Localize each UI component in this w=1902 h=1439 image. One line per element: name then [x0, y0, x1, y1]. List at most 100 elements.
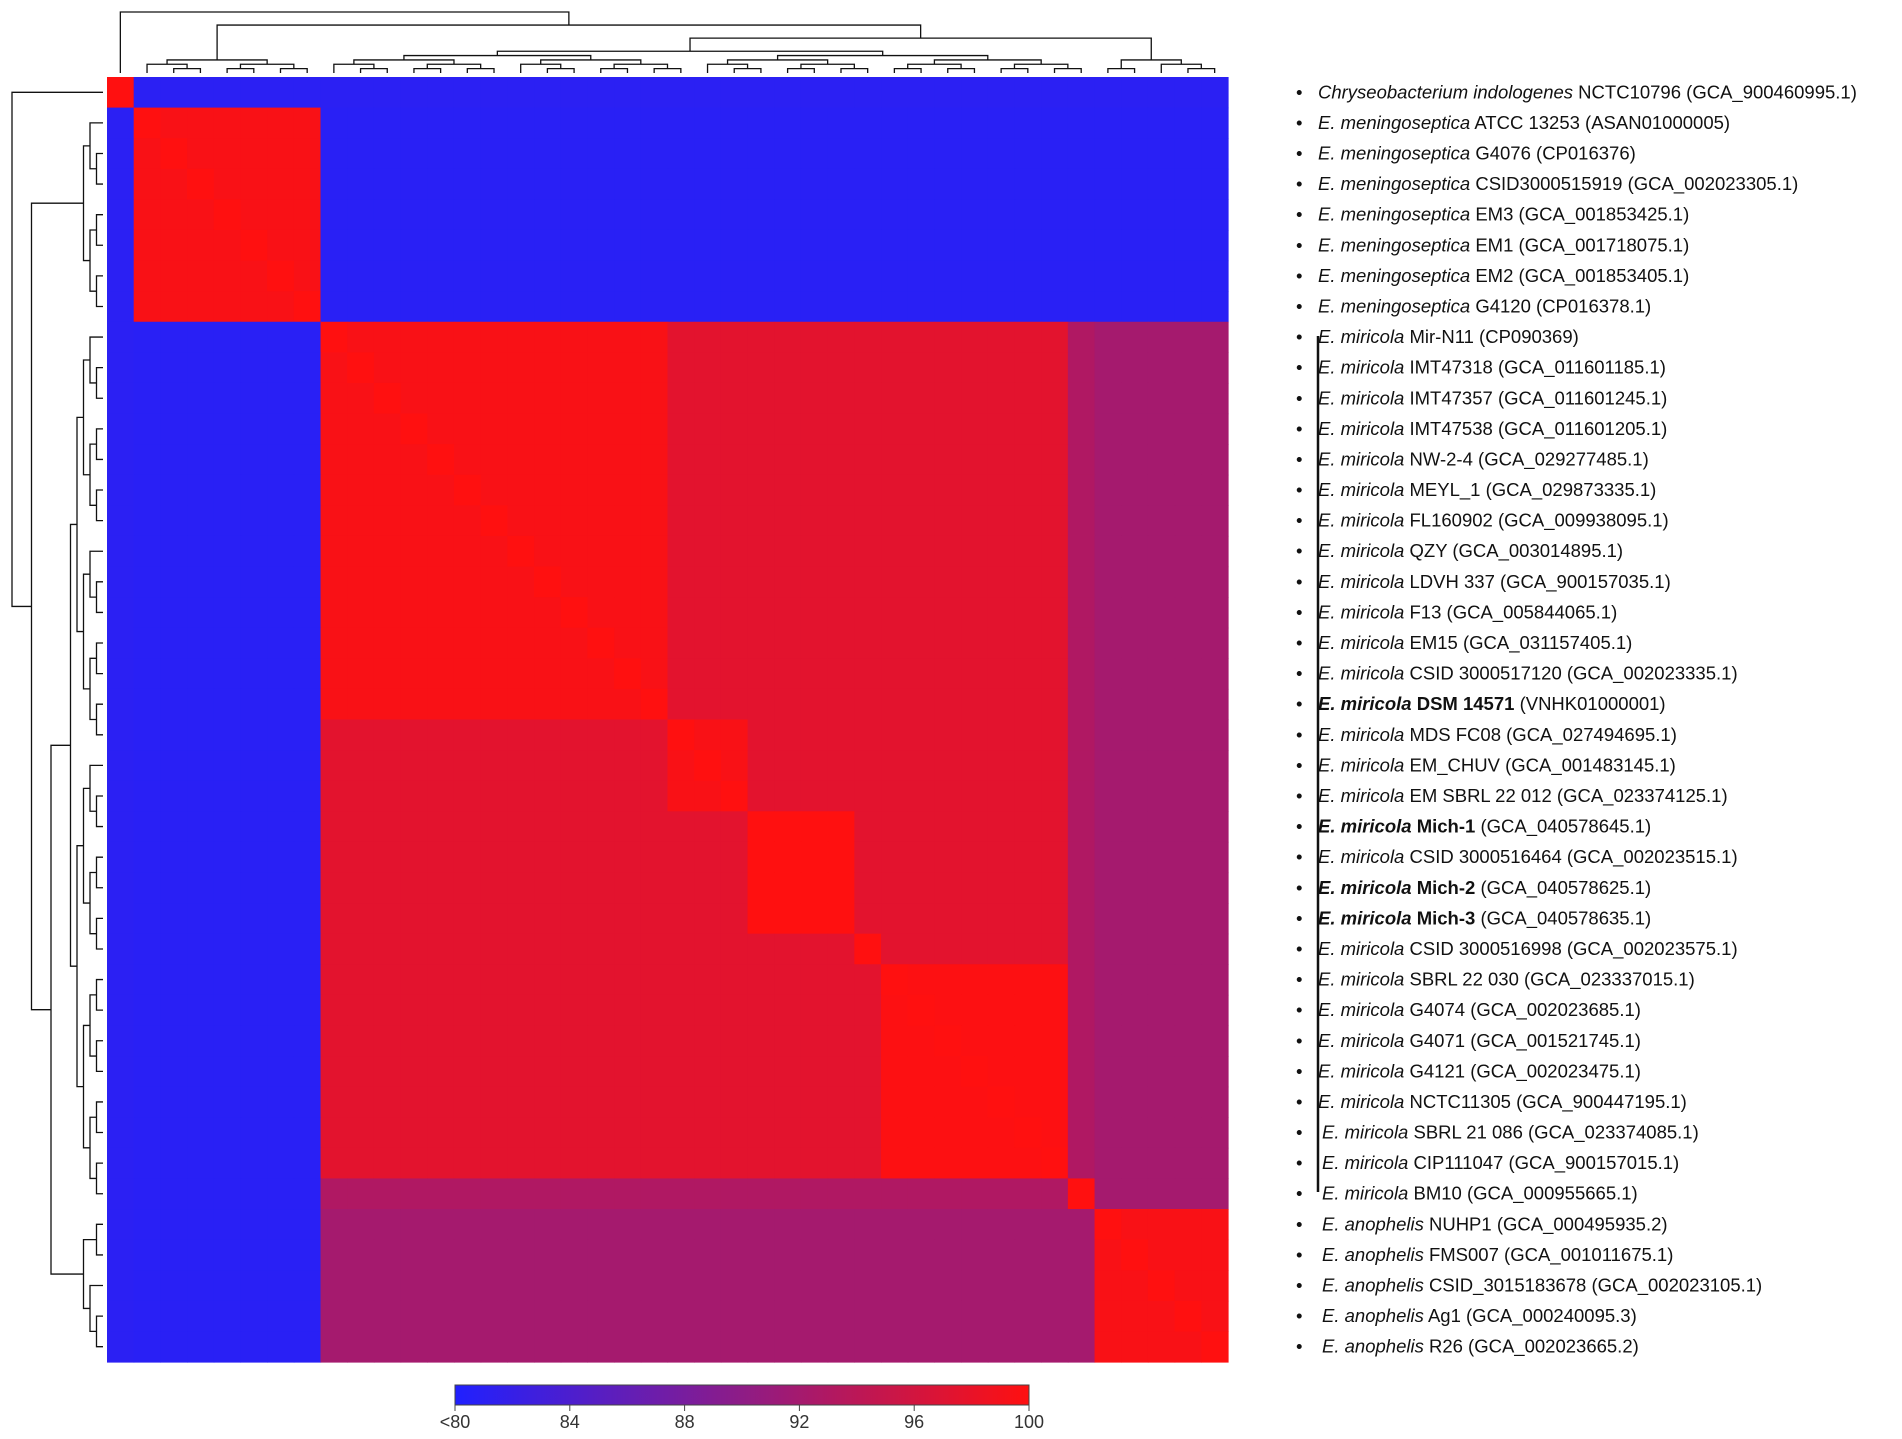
heatmap-cell: [240, 107, 268, 139]
heatmap-cell: [240, 658, 268, 690]
heatmap-cell: [640, 1239, 669, 1271]
row-label-bullet: •: [1296, 1183, 1302, 1204]
heatmap-cell: [453, 505, 482, 537]
heatmap-cell: [827, 321, 855, 353]
heatmap-cell: [587, 138, 615, 170]
heatmap-cell: [160, 474, 188, 506]
heatmap-cell: [640, 168, 669, 200]
dendrogram-branch: [89, 871, 97, 935]
heatmap-cell: [667, 597, 695, 629]
heatmap-cell: [747, 352, 775, 384]
heatmap-cell: [827, 1300, 855, 1333]
heatmap-cell: [720, 1056, 749, 1088]
heatmap-cell: [267, 1147, 295, 1180]
heatmap-cell: [827, 1025, 855, 1057]
heatmap-cell: [667, 291, 695, 323]
heatmap-cell: [534, 1239, 562, 1271]
heatmap-cell: [107, 750, 135, 782]
heatmap-cell: [560, 77, 589, 109]
heatmap-cell: [1094, 1086, 1122, 1118]
heatmap-cell: [160, 1025, 188, 1057]
heatmap-cell: [747, 688, 775, 721]
heatmap-cell: [907, 107, 935, 139]
heatmap-cell: [507, 168, 535, 200]
heatmap-cell: [774, 352, 802, 384]
heatmap-cell: [347, 933, 375, 965]
row-label-species: E. miricola: [1318, 816, 1412, 837]
heatmap-cell: [1094, 260, 1122, 292]
heatmap-cell: [1121, 1300, 1149, 1333]
heatmap-cell: [160, 872, 188, 904]
heatmap-cell: [133, 260, 161, 292]
heatmap-cell: [267, 505, 295, 537]
heatmap-cell: [480, 1239, 508, 1271]
heatmap-cell: [987, 903, 1016, 935]
heatmap-cell: [907, 841, 935, 874]
heatmap-cell: [1147, 1147, 1176, 1180]
heatmap-cell: [1201, 382, 1229, 415]
heatmap-cell: [747, 1331, 775, 1363]
heatmap-cell: [480, 597, 508, 629]
heatmap-cell: [427, 933, 455, 965]
heatmap-cell: [347, 964, 375, 996]
heatmap-cell: [133, 811, 161, 843]
heatmap-cell: [534, 138, 562, 170]
dendrogram-branch: [69, 523, 77, 967]
heatmap-cell: [560, 719, 589, 751]
heatmap-cell: [987, 872, 1016, 904]
heatmap-cell: [774, 1209, 802, 1241]
heatmap-cell: [587, 291, 615, 323]
heatmap-cell: [720, 138, 749, 170]
heatmap-cell: [881, 872, 909, 904]
heatmap-cell: [720, 688, 749, 721]
heatmap-cell: [107, 994, 135, 1027]
row-label-species: E. miricola: [1318, 999, 1404, 1020]
heatmap-cell: [320, 291, 348, 323]
heatmap-cell: [1147, 1300, 1176, 1333]
heatmap-cell: [987, 1209, 1016, 1241]
heatmap-cell: [534, 872, 562, 904]
heatmap-cell: [881, 382, 909, 415]
heatmap-cell: [507, 199, 535, 231]
heatmap-cell: [987, 291, 1016, 323]
heatmap-cell: [560, 138, 589, 170]
heatmap-cell: [453, 107, 482, 139]
heatmap-cell: [827, 1178, 855, 1210]
heatmap-cell: [774, 597, 802, 629]
heatmap-cell: [160, 597, 188, 629]
heatmap-cell: [400, 688, 428, 721]
heatmap-cell: [534, 1178, 562, 1210]
heatmap-cell: [1041, 566, 1069, 598]
heatmap-cell: [934, 1239, 962, 1271]
heatmap-cell: [1067, 964, 1096, 996]
heatmap-cell: [640, 780, 669, 812]
heatmap-cell: [427, 780, 455, 812]
heatmap-cell: [614, 627, 642, 659]
dendrogram-branch: [89, 994, 97, 1057]
dendrogram-branch: [95, 152, 103, 185]
heatmap-cell: [587, 229, 615, 262]
row-label-species: E. miricola: [1318, 479, 1404, 500]
heatmap-cell: [800, 1270, 829, 1302]
dendrogram-branch: [89, 229, 97, 292]
heatmap-cell: [1201, 1056, 1229, 1088]
heatmap-cell: [1147, 1239, 1176, 1271]
heatmap-cell: [400, 168, 428, 200]
heatmap-cell: [907, 1209, 935, 1241]
heatmap-cell: [213, 1025, 242, 1057]
row-label-bullet: •: [1296, 724, 1302, 745]
heatmap-cell: [1201, 1239, 1229, 1271]
heatmap-cell: [854, 903, 882, 935]
heatmap-cell: [747, 1178, 775, 1210]
row-label-bullet: •: [1296, 173, 1302, 194]
heatmap-cell: [560, 229, 589, 262]
heatmap-cell: [587, 566, 615, 598]
heatmap-cell: [640, 1209, 669, 1241]
heatmap-cell: [1067, 168, 1096, 200]
heatmap-cell: [747, 1239, 775, 1271]
dendrogram-branch: [800, 63, 855, 69]
heatmap-cell: [107, 597, 135, 629]
heatmap-cell: [827, 413, 855, 445]
dendrogram-branch: [95, 1101, 103, 1134]
heatmap-cell: [640, 413, 669, 445]
